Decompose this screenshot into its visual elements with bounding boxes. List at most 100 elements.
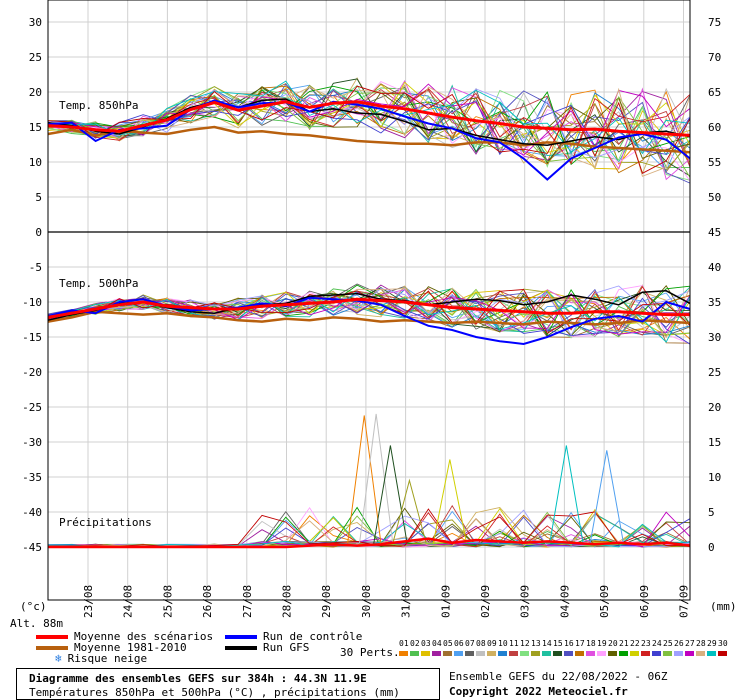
right-tick-label: 65 (708, 86, 721, 99)
perturbation-number: 16 (564, 639, 574, 648)
perturbation-swatch (542, 651, 551, 656)
legend-label-clim: Moyenne 1981-2010 (74, 641, 187, 654)
perturbation-number: 08 (476, 639, 486, 648)
legend-item-control: Run de contrôle (225, 630, 362, 643)
left-tick-label: 25 (29, 51, 42, 64)
left-tick-label: -20 (22, 366, 42, 379)
perturbation-swatch (520, 651, 529, 656)
right-tick-label: 5 (708, 506, 715, 519)
date-tick-label: 24/08 (122, 585, 135, 618)
perturbation-number: 14 (542, 639, 552, 648)
left-tick-label: -40 (22, 506, 42, 519)
date-tick-label: 25/08 (161, 585, 174, 618)
legend-swatch-gfs (225, 646, 257, 650)
date-tick-label: 27/08 (241, 585, 254, 618)
left-tick-label: -45 (22, 541, 42, 554)
date-tick-label: 03/09 (519, 585, 532, 618)
perturbation-number: 10 (498, 639, 508, 648)
perturbation-swatch (696, 651, 705, 656)
right-tick-label: 70 (708, 51, 721, 64)
climatology-t850-line (47, 125, 691, 154)
member-t850-line (47, 92, 691, 178)
perturbations-count: 30 Perts. (340, 646, 400, 659)
left-tick-label: -25 (22, 401, 42, 414)
member-t500-line (47, 286, 691, 333)
perturbation-number: 09 (487, 639, 497, 648)
legend-label-snow: Risque neige (67, 652, 148, 665)
precip-spike (392, 478, 427, 544)
perturbation-number: 11 (509, 639, 519, 648)
date-tick-label: 23/08 (82, 585, 95, 618)
perturbation-swatch (476, 651, 485, 656)
left-tick-label: 30 (29, 16, 42, 29)
perturbation-swatch (575, 651, 584, 656)
perturbation-number: 18 (586, 639, 596, 648)
right-tick-label: 50 (708, 191, 721, 204)
right-tick-label: 15 (708, 436, 721, 449)
perturbation-swatch (399, 651, 408, 656)
perturbation-swatch (586, 651, 595, 656)
perturbation-number: 23 (641, 639, 651, 648)
precip-spike (432, 459, 467, 544)
perturbation-number: 26 (674, 639, 684, 648)
perturbation-number: 22 (630, 639, 640, 648)
panel-label-t850: Temp. 850hPa (59, 99, 138, 112)
plot-frame (47, 0, 691, 601)
perturbation-number: 17 (575, 639, 585, 648)
legend-item-clim: Moyenne 1981-2010 (36, 641, 187, 654)
perturbation-number: 27 (685, 639, 695, 648)
perturbation-number: 03 (421, 639, 431, 648)
perturbation-swatch (421, 651, 430, 656)
perturbation-number: 13 (531, 639, 541, 648)
precip-spike (549, 445, 584, 544)
chart-series (47, 77, 691, 549)
mean-t500-line (47, 297, 690, 319)
left-tick-label: 10 (29, 156, 42, 169)
altitude-label: Alt. 88m (10, 617, 63, 630)
right-tick-label: 25 (708, 366, 721, 379)
date-tick-label: 26/08 (201, 585, 214, 618)
right-tick-label: 55 (708, 156, 721, 169)
date-tick-label: 05/09 (598, 585, 611, 618)
perturbation-swatch (454, 651, 463, 656)
perturbation-swatch (608, 651, 617, 656)
precip-spike (347, 415, 382, 544)
left-tick-label: -10 (22, 296, 42, 309)
perturbation-number: 24 (652, 639, 662, 648)
perturbation-swatch (619, 651, 628, 656)
legend-label-gfs: Run GFS (263, 641, 310, 654)
perturbation-swatch (718, 651, 727, 656)
date-tick-label: 02/09 (479, 585, 492, 618)
date-tick-label: 30/08 (360, 585, 373, 618)
perturbation-number: 28 (696, 639, 706, 648)
perturbation-swatch (630, 651, 639, 656)
perturbation-number: 15 (553, 639, 563, 648)
left-tick-label: -35 (22, 471, 42, 484)
right-tick-label: 40 (708, 261, 721, 274)
legend-swatch-clim (36, 646, 68, 650)
legend-item-mean: Moyenne des scénarios (36, 630, 213, 643)
perturbation-swatch (465, 651, 474, 656)
perturbation-number: 06 (454, 639, 464, 648)
perturbation-swatch (487, 651, 496, 656)
footer-copyright: Copyright 2022 Meteociel.fr (449, 685, 628, 698)
legend-label-control: Run de contrôle (263, 630, 363, 643)
perturbation-swatch (641, 651, 650, 656)
date-tick-label: 07/09 (678, 585, 691, 618)
perturbation-legend: 01 02 03 04 05 06 07 08 09 10 11 12 13 14 15 16 17 18 19 20… (399, 639, 728, 656)
perturbation-swatch (553, 651, 562, 656)
mean-precip-line (48, 537, 691, 549)
legend-item-snow: ❄ Risque neige (55, 652, 147, 665)
perturbation-swatch (410, 651, 419, 656)
perturbation-number: 07 (465, 639, 475, 648)
right-tick-label: 10 (708, 471, 721, 484)
right-tick-label: 75 (708, 16, 721, 29)
left-tick-label: 20 (29, 86, 42, 99)
date-tick-label: 06/09 (638, 585, 651, 618)
footer-title-box: Diagramme des ensembles GEFS sur 384h : … (16, 668, 440, 700)
perturbation-number: 30 (718, 639, 728, 648)
perturbation-swatch (674, 651, 683, 656)
legend-label-mean: Moyenne des scénarios (74, 630, 214, 643)
left-tick-label: -5 (29, 261, 42, 274)
